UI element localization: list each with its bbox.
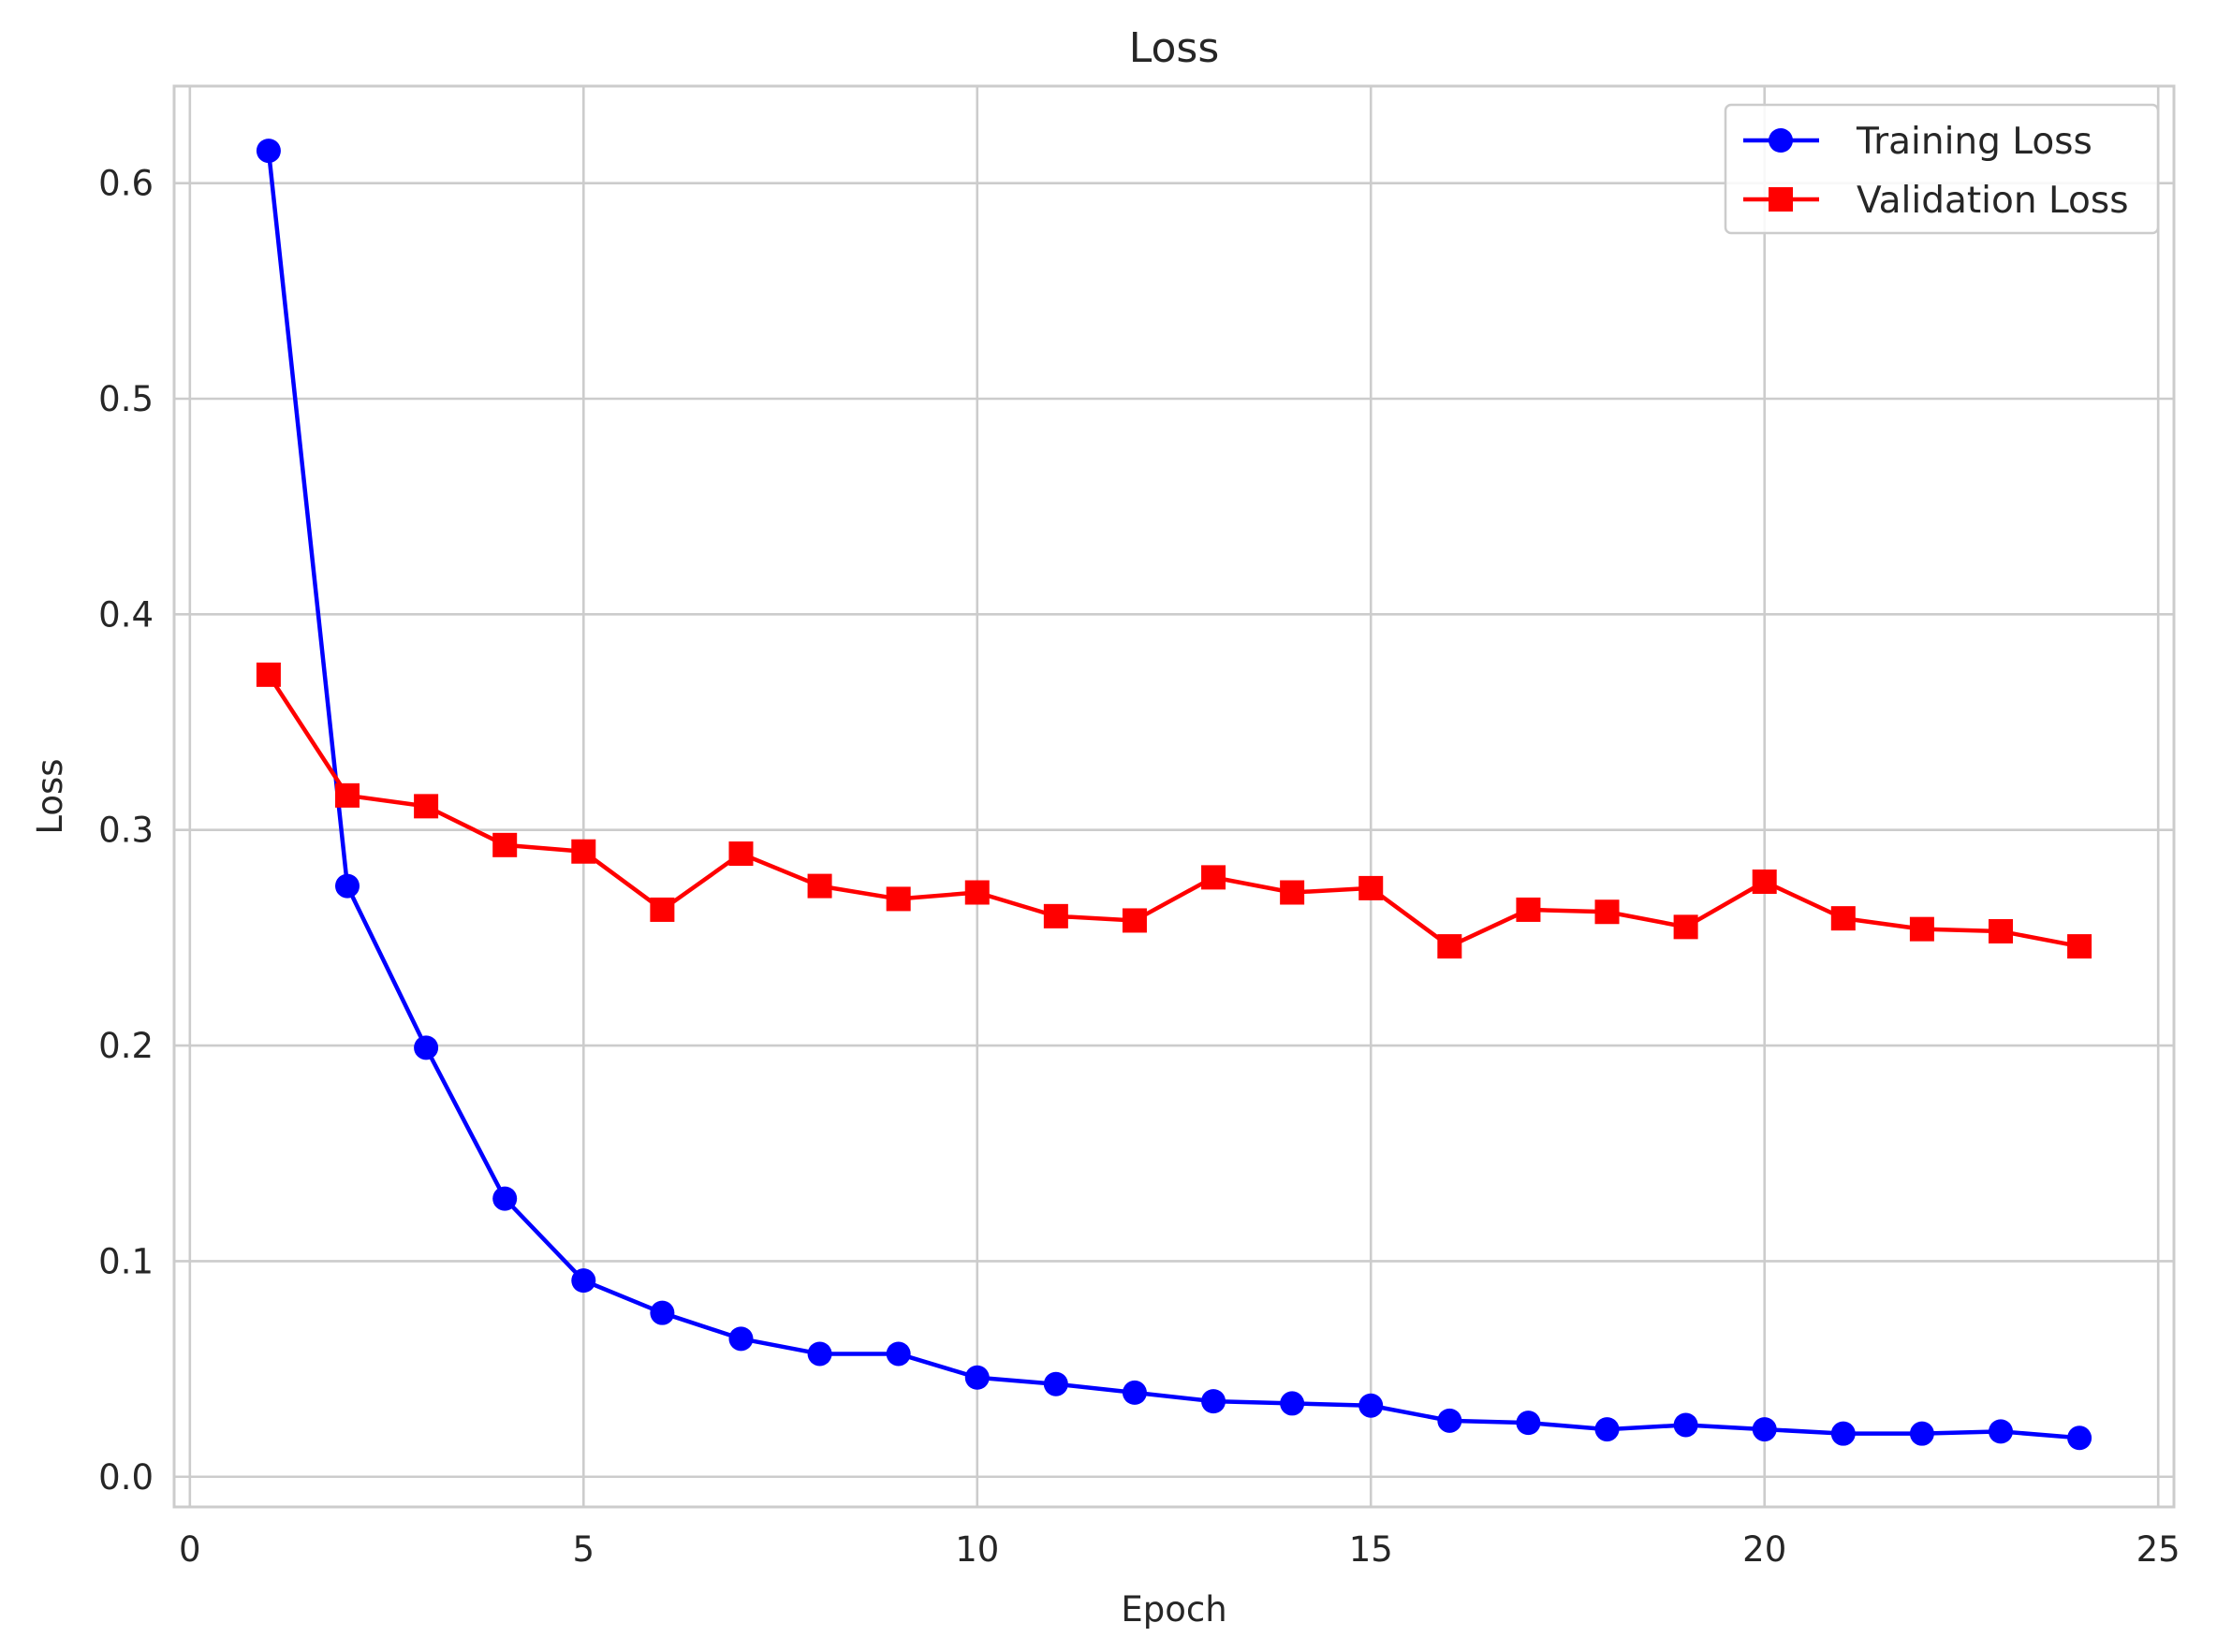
data-point [1594,899,1620,925]
data-point [1122,1380,1147,1405]
data-point [1043,903,1068,928]
data-point [335,873,360,899]
data-point [1830,906,1856,931]
series-validation-loss [256,662,2092,959]
plot-frame [172,84,2176,1509]
data-point [492,1186,518,1211]
data-point [335,782,360,808]
legend-box [1724,103,2160,235]
data-point [1358,875,1384,900]
data-point [256,139,281,164]
data-point [1752,1417,1777,1442]
data-point [650,897,675,922]
plot-border [172,84,2176,1509]
data-point [1673,914,1698,940]
data-point [807,1341,832,1367]
data-point [256,662,281,687]
y-tick-label: 0.1 [98,1241,154,1281]
data-point [1909,1421,1934,1446]
data-point [2067,934,2092,959]
legend-entry: Training Loss [1743,121,2092,163]
data-point [1594,1417,1620,1442]
data-point [1830,1421,1856,1446]
data-point [1516,1411,1541,1436]
data-point [964,1365,990,1390]
x-tick-label: 15 [1349,1529,1393,1570]
x-tick-label: 25 [2136,1529,2180,1570]
tick-labels: 0 5 10 15 20 25 0.0 0.1 0.2 0.3 0.4 0.5 0.6 [98,164,2180,1570]
series-training-loss [256,139,2092,1451]
legend-label: Validation Loss [1857,180,2129,222]
data-point [571,839,596,864]
data-point [964,880,990,905]
data-point [807,873,832,899]
data-point [1752,869,1777,894]
legend-entry: Validation Loss [1743,180,2129,222]
data-point [728,1326,754,1352]
data-point [1988,918,2013,943]
y-tick-label: 0.3 [98,811,154,851]
data-point [1358,1393,1384,1418]
chart-title: Loss [1129,24,1220,72]
grid [174,86,2174,1507]
data-point [414,794,439,819]
data-point [1516,897,1541,922]
data-point [1043,1371,1068,1396]
data-point [1280,1391,1305,1416]
y-tick-label: 0.6 [98,164,154,204]
data-point [1673,1412,1698,1438]
data-point [1437,934,1462,959]
series-line [266,150,2080,1440]
y-tick-label: 0.5 [98,379,154,419]
data-point [571,1268,596,1294]
data-point [1988,1419,2013,1444]
y-tick-label: 0.0 [98,1457,154,1498]
data-point [414,1035,439,1060]
data-point [492,832,518,857]
y-tick-label: 0.2 [98,1026,154,1066]
x-tick-label: 20 [1742,1529,1786,1570]
data-point [1437,1408,1462,1433]
y-axis-label: Loss [30,758,70,834]
data-point [2067,1425,2092,1451]
legend-marker [1769,187,1793,212]
legend-marker [1769,128,1793,153]
data-point [650,1300,675,1325]
x-tick-label: 0 [179,1529,201,1570]
data-point [886,886,911,912]
legend: Training Loss Validation Loss [1724,103,2160,235]
y-tick-label: 0.4 [98,594,154,635]
data-point [1280,880,1305,905]
data-point [1909,916,1934,942]
series-line [267,673,2080,949]
series-lines [256,139,2092,1451]
data-point [1122,908,1147,933]
x-tick-label: 5 [573,1529,595,1570]
data-point [1201,1389,1226,1414]
data-point [728,841,754,867]
x-axis-label: Epoch [1121,1589,1226,1630]
legend-label: Training Loss [1856,121,2092,163]
x-tick-label: 10 [955,1529,999,1570]
data-point [886,1341,911,1367]
data-point [1201,865,1226,890]
